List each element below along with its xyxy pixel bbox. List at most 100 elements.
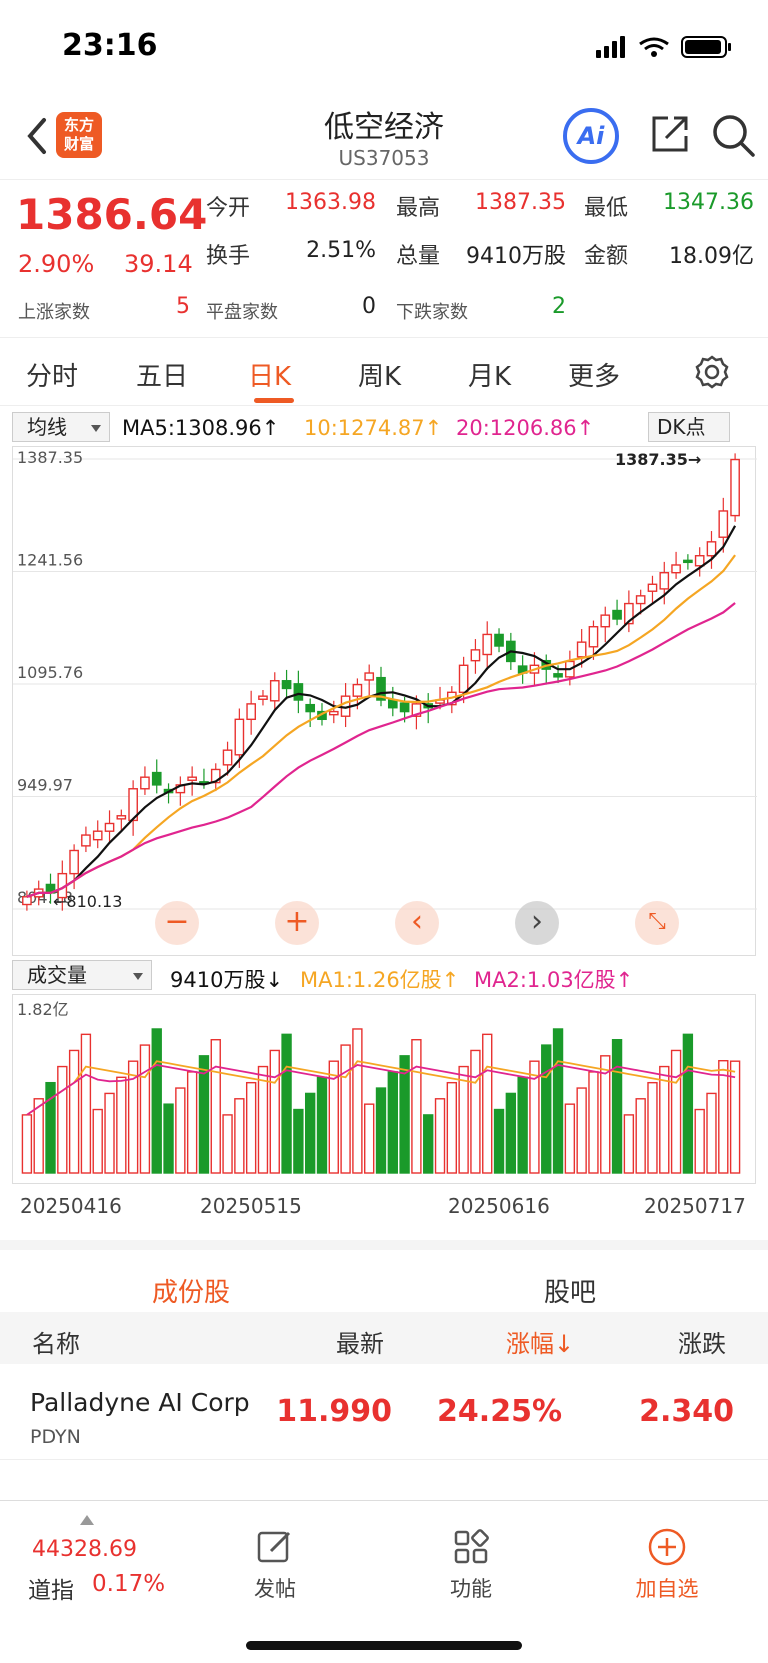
back-icon[interactable] [20, 114, 56, 158]
volume-bar [151, 1028, 162, 1174]
volume-chart[interactable]: 1.82亿 [12, 994, 756, 1184]
gear-icon[interactable] [694, 354, 730, 390]
zoom-out-button[interactable]: − [155, 901, 199, 945]
scroll-right-button[interactable]: › [515, 901, 559, 945]
candle [187, 776, 197, 781]
kline-chart[interactable]: 1387.35 1241.56 1095.76 949.97 804.18 1387.35… [12, 446, 757, 956]
post-button[interactable]: 发帖 [230, 1527, 320, 1603]
tab-daily-k[interactable]: 日K [248, 362, 292, 392]
candle [364, 672, 375, 681]
share-icon[interactable] [648, 112, 692, 156]
index-value[interactable]: 44328.69 [32, 1537, 137, 1562]
candle [140, 776, 150, 790]
volume-bar [340, 1044, 351, 1174]
high-label: 最高 [396, 196, 441, 221]
volume-bar [316, 1076, 328, 1174]
volume-bar [670, 1049, 682, 1174]
index-name[interactable]: 道指 [28, 1578, 74, 1604]
indicator-select[interactable]: 均线 [12, 412, 110, 442]
volume-bar [104, 1092, 115, 1174]
zoom-in-button[interactable]: + [275, 901, 319, 945]
volume-bar [387, 1071, 398, 1174]
candle [683, 559, 693, 564]
search-icon[interactable] [710, 112, 756, 158]
y-tick-label: 949.97 [17, 776, 73, 795]
volume-bar [446, 1081, 458, 1174]
volume-bar [482, 1033, 493, 1174]
up-count: 5 [176, 294, 190, 319]
volume-bar [434, 1098, 446, 1174]
volume-bar [659, 1065, 670, 1174]
volume-bar [139, 1044, 151, 1174]
tab-five-day[interactable]: 五日 [136, 362, 189, 392]
volume-bar [470, 1049, 481, 1174]
volume-select-label: 成交量 [27, 963, 87, 987]
last-price: 1386.64 [16, 190, 208, 239]
scroll-left-button[interactable]: ‹ [395, 901, 439, 945]
candle [470, 649, 481, 662]
col-name[interactable]: 名称 [32, 1330, 80, 1358]
candle [92, 830, 103, 841]
candle [104, 822, 115, 832]
col-last[interactable]: 最新 [336, 1330, 384, 1358]
table-row[interactable]: Palladyne AI Corp PDYN 11.990 24.25% 2.3… [0, 1366, 768, 1460]
tab-intraday[interactable]: 分时 [26, 362, 79, 392]
tab-weekly-k[interactable]: 周K [358, 362, 402, 392]
date-axis: 20250416 20250515 20250616 20250717 [0, 1194, 768, 1224]
volume-bar [552, 1028, 564, 1174]
bottom-bar: 44328.69 道指 0.17% 发帖 功能 加自选 [0, 1500, 768, 1663]
flat-count: 0 [362, 294, 376, 319]
candle [376, 676, 386, 701]
ai-button[interactable]: Ai [563, 108, 619, 164]
edit-icon [257, 1531, 291, 1563]
volume-label: 总量 [396, 244, 441, 269]
candle [659, 572, 670, 590]
table-row-partial [0, 1460, 768, 1500]
flat-count-label: 平盘家数 [206, 302, 278, 323]
volume-bar [198, 1055, 210, 1174]
candle [411, 703, 422, 717]
function-label: 功能 [450, 1577, 492, 1601]
add-watchlist-button[interactable]: 加自选 [622, 1527, 712, 1603]
candle [328, 710, 339, 716]
kline-svg: 1387.351241.561095.76949.97804.181387.35… [13, 448, 757, 911]
index-pct[interactable]: 0.17% [92, 1571, 166, 1597]
candle [647, 583, 658, 592]
stock-pct: 24.25% [437, 1394, 562, 1429]
function-button[interactable]: 功能 [426, 1527, 516, 1603]
dk-select[interactable]: DK点 [648, 412, 730, 442]
candle [624, 602, 634, 625]
volume-bar [328, 1060, 339, 1174]
volume-bar [375, 1087, 387, 1174]
plus-circle-icon [648, 1528, 686, 1566]
volume-bar [57, 1065, 68, 1174]
tab-monthly-k[interactable]: 月K [468, 362, 512, 392]
fullscreen-button[interactable]: ⤡ [635, 901, 679, 945]
volume-bar [293, 1108, 304, 1174]
section-tabs: 成份股 股吧 [0, 1240, 768, 1321]
volume-bar [92, 1108, 103, 1174]
volume-bar [635, 1098, 646, 1174]
volume-bar [623, 1114, 635, 1174]
volume-indicator-select[interactable]: 成交量 [12, 960, 152, 990]
tab-more[interactable]: 更多 [568, 362, 621, 392]
ma20-line [26, 602, 736, 898]
volume-bar [257, 1065, 269, 1174]
stock-last: 11.990 [276, 1394, 392, 1429]
col-change-pct[interactable]: 涨幅↓ [506, 1330, 575, 1358]
col-change[interactable]: 涨跌 [678, 1330, 726, 1358]
volume-bar [234, 1098, 245, 1174]
volume-bar [541, 1044, 552, 1174]
candle [458, 664, 469, 694]
stock-code: PDYN [30, 1426, 81, 1448]
ma-legend: 均线 MA5:1308.96↑ 10:1274.87↑ 20:1206.86↑ … [0, 410, 768, 446]
candle [671, 564, 681, 574]
up-count-label: 上涨家数 [18, 302, 90, 323]
volume-bar [458, 1065, 469, 1174]
tab-forum[interactable]: 股吧 [544, 1278, 597, 1308]
candle [612, 609, 622, 620]
max-marker: 1387.35→ [615, 450, 701, 469]
quote-panel: 1386.64 2.90% 39.14 今开 1363.98 最高 1387.3… [0, 182, 768, 338]
tab-constituents[interactable]: 成份股 [152, 1278, 231, 1308]
candle [718, 510, 729, 538]
